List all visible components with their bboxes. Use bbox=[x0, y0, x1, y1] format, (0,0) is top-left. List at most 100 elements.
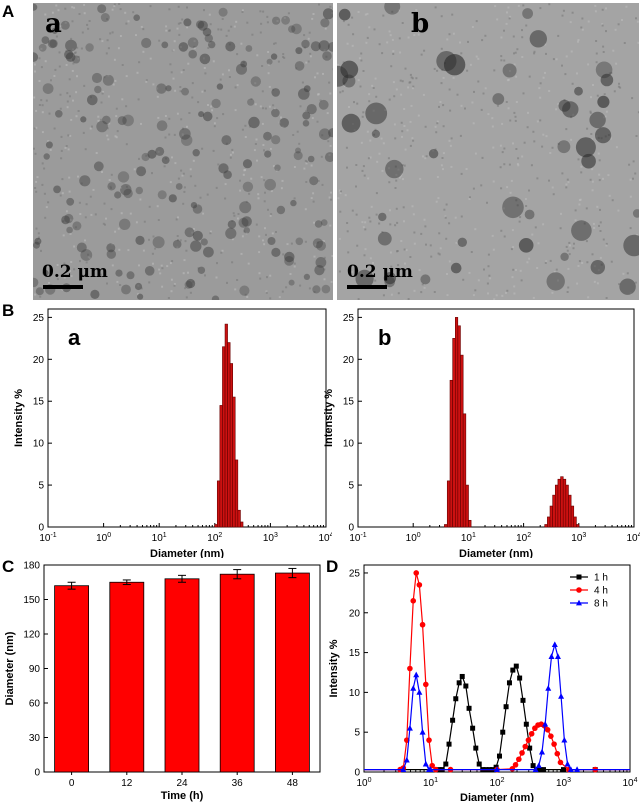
tem-particle bbox=[90, 289, 100, 299]
tem-noise-speck bbox=[366, 12, 369, 15]
tem-noise-speck bbox=[610, 71, 613, 74]
tem-noise-speck bbox=[583, 222, 586, 225]
x-axis-label: Diameter (nm) bbox=[459, 548, 533, 558]
tem-noise-speck bbox=[106, 134, 109, 137]
tem-noise-speck bbox=[181, 174, 184, 177]
tem-noise-speck bbox=[180, 71, 183, 74]
tem-particle bbox=[293, 151, 303, 161]
tem-noise-speck bbox=[517, 4, 520, 7]
tem-particle bbox=[122, 114, 134, 127]
tem-noise-speck bbox=[570, 138, 573, 141]
tem-noise-speck bbox=[152, 235, 155, 238]
tem-noise-speck bbox=[382, 294, 385, 297]
tem-noise-speck bbox=[158, 268, 161, 271]
tem-particle bbox=[240, 60, 248, 68]
tem-noise-speck bbox=[140, 25, 143, 28]
tem-particle bbox=[378, 212, 387, 222]
tem-noise-speck bbox=[80, 182, 83, 185]
tem-sublabel-b: b bbox=[411, 9, 430, 39]
tem-particle bbox=[314, 220, 323, 228]
tem-noise-speck bbox=[352, 33, 355, 36]
tem-noise-speck bbox=[507, 6, 510, 9]
tem-noise-speck bbox=[90, 213, 93, 216]
tem-noise-speck bbox=[413, 34, 416, 37]
tem-noise-speck bbox=[181, 127, 184, 130]
tem-noise-speck bbox=[388, 98, 391, 101]
tem-noise-speck bbox=[348, 106, 350, 108]
tem-noise-speck bbox=[614, 28, 617, 31]
tem-noise-speck bbox=[532, 130, 535, 133]
tem-noise-speck bbox=[586, 127, 589, 130]
tem-noise-speck bbox=[173, 283, 176, 286]
tem-particle bbox=[274, 164, 281, 172]
tem-noise-speck bbox=[338, 237, 341, 240]
tem-noise-speck bbox=[608, 194, 611, 197]
tem-noise-speck bbox=[595, 40, 598, 42]
tem-noise-speck bbox=[63, 262, 66, 265]
tem-particle bbox=[290, 199, 297, 207]
y-tick-label: 5 bbox=[354, 728, 360, 739]
tem-noise-speck bbox=[401, 164, 404, 167]
tem-noise-speck bbox=[602, 238, 605, 241]
tem-noise-speck bbox=[473, 90, 475, 93]
tem-noise-speck bbox=[522, 4, 525, 7]
tem-noise-speck bbox=[80, 47, 83, 50]
tem-particle bbox=[557, 140, 571, 154]
tem-noise-speck bbox=[351, 44, 354, 47]
tem-particle bbox=[135, 235, 145, 245]
tem-particle bbox=[298, 88, 310, 100]
series-point-3 bbox=[427, 766, 434, 773]
tem-particle bbox=[106, 243, 116, 253]
series-point-3 bbox=[494, 766, 500, 773]
tem-noise-speck bbox=[332, 68, 333, 71]
y-tick-label: 0 bbox=[354, 768, 360, 779]
tem-noise-speck bbox=[281, 179, 284, 182]
tem-noise-speck bbox=[111, 264, 114, 267]
tem-particle bbox=[141, 152, 150, 162]
tem-noise-speck bbox=[516, 163, 519, 165]
tem-noise-speck bbox=[374, 279, 377, 282]
tem-particle bbox=[320, 219, 328, 226]
tem-particle bbox=[243, 227, 250, 234]
tem-noise-speck bbox=[407, 36, 410, 39]
tem-noise-speck bbox=[165, 25, 168, 28]
tem-noise-speck bbox=[449, 109, 452, 112]
tem-noise-speck bbox=[33, 96, 36, 99]
tem-noise-speck bbox=[438, 232, 441, 235]
tem-noise-speck bbox=[363, 174, 366, 177]
tem-noise-speck bbox=[57, 23, 60, 26]
tem-noise-speck bbox=[340, 190, 342, 193]
tem-noise-speck bbox=[296, 130, 299, 133]
series-point-2 bbox=[423, 681, 429, 688]
tem-noise-speck bbox=[119, 284, 122, 286]
tem-noise-speck bbox=[400, 174, 403, 177]
tem-noise-speck bbox=[181, 133, 184, 136]
tem-noise-speck bbox=[373, 28, 376, 31]
tem-noise-speck bbox=[172, 49, 175, 52]
tem-noise-speck bbox=[244, 293, 247, 296]
tem-noise-speck bbox=[263, 200, 266, 203]
tem-noise-speck bbox=[440, 164, 443, 167]
tem-noise-speck bbox=[570, 116, 573, 119]
tem-particle bbox=[198, 111, 205, 118]
tem-noise-speck bbox=[269, 297, 272, 300]
tem-noise-speck bbox=[154, 247, 157, 250]
tem-particle bbox=[310, 41, 321, 52]
tem-particle bbox=[384, 3, 401, 15]
tem-noise-speck bbox=[299, 105, 302, 108]
tem-noise-speck bbox=[366, 36, 369, 39]
y-tick-label: 20 bbox=[33, 355, 45, 366]
tem-noise-speck bbox=[517, 164, 520, 167]
tem-noise-speck bbox=[70, 118, 73, 121]
series-point-2 bbox=[519, 750, 525, 756]
tem-noise-speck bbox=[436, 122, 439, 125]
tem-noise-speck bbox=[505, 101, 508, 103]
tem-noise-speck bbox=[40, 99, 43, 102]
tem-noise-speck bbox=[441, 157, 444, 159]
tem-noise-speck bbox=[360, 141, 363, 144]
tem-noise-speck bbox=[243, 230, 246, 233]
tem-noise-speck bbox=[313, 255, 316, 258]
tem-noise-speck bbox=[285, 286, 288, 289]
tem-noise-speck bbox=[125, 22, 128, 25]
